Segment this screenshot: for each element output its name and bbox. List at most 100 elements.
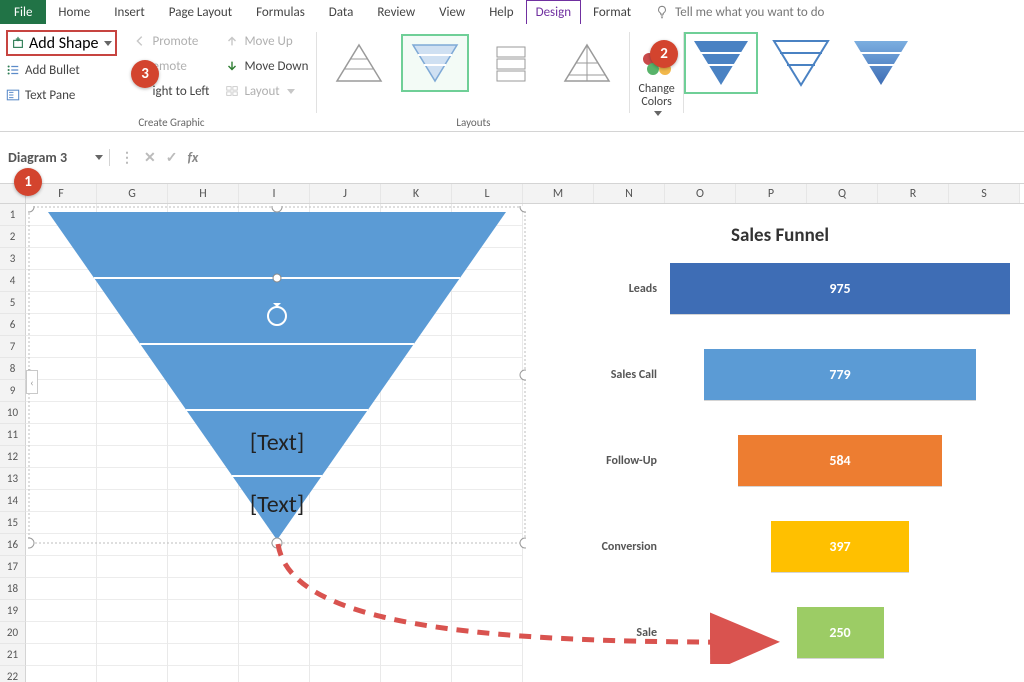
funnel-row-conversion: Conversion397 <box>545 519 1015 575</box>
col-header-P[interactable]: P <box>736 184 807 203</box>
row-header-22[interactable]: 22 <box>0 666 26 682</box>
col-header-M[interactable]: M <box>523 184 594 203</box>
row-header-7[interactable]: 7 <box>0 336 26 358</box>
add-bullet-button[interactable]: Add Bullet <box>6 59 117 81</box>
col-header-L[interactable]: L <box>452 184 523 203</box>
arrow-down-icon <box>225 59 239 73</box>
tab-view[interactable]: View <box>427 0 477 24</box>
smartart-styles-gallery <box>684 28 918 131</box>
col-header-N[interactable]: N <box>594 184 665 203</box>
arrow-up-icon <box>225 34 239 48</box>
funnel-bar: 584 <box>738 435 942 487</box>
tab-formulas[interactable]: Formulas <box>244 0 317 24</box>
row-header-5[interactable]: 5 <box>0 292 26 314</box>
row-header-8[interactable]: 8 <box>0 358 26 380</box>
lightbulb-icon <box>655 5 669 19</box>
funnel-label: Leads <box>545 282 665 296</box>
style-option-2[interactable] <box>764 32 838 94</box>
col-header-G[interactable]: G <box>97 184 168 203</box>
row-header-18[interactable]: 18 <box>0 578 26 600</box>
change-colors-label: Change Colors <box>638 83 674 109</box>
row-headers: 12345678910111213141516171819202122 <box>0 204 26 682</box>
style-option-3[interactable] <box>844 32 918 94</box>
layout-option-2[interactable] <box>401 34 469 92</box>
step-badge-3: 3 <box>131 60 159 88</box>
col-header-S[interactable]: S <box>949 184 1020 203</box>
row-header-10[interactable]: 10 <box>0 402 26 424</box>
style-option-1[interactable] <box>684 32 758 94</box>
layout-button: Layout <box>225 80 308 102</box>
tab-file[interactable]: File <box>0 0 46 24</box>
row-header-16[interactable]: 16 <box>0 534 26 556</box>
promote-label: Promote <box>152 34 198 49</box>
col-header-O[interactable]: O <box>665 184 736 203</box>
text-pane-icon <box>6 88 20 102</box>
funnel-row-sale: Sale250 <box>545 605 1015 661</box>
funnel-label: Follow-Up <box>545 454 665 468</box>
smartart-placeholder-2[interactable]: [Text] <box>250 490 304 519</box>
promote-button: Promote <box>133 30 209 52</box>
layout-option-1[interactable] <box>325 34 393 92</box>
row-header-12[interactable]: 12 <box>0 446 26 468</box>
row-header-11[interactable]: 11 <box>0 424 26 446</box>
chart-title: Sales Funnel <box>545 224 1015 247</box>
rtl-label: ight to Left <box>152 84 209 99</box>
cancel-icon: ✕ <box>144 149 156 166</box>
tell-me-label: Tell me what you want to do <box>675 5 824 20</box>
tab-help[interactable]: Help <box>477 0 525 24</box>
move-up-label: Move Up <box>244 34 292 49</box>
row-header-6[interactable]: 6 <box>0 314 26 336</box>
col-header-H[interactable]: H <box>168 184 239 203</box>
chevron-down-icon <box>95 155 103 160</box>
layout-option-4[interactable] <box>553 34 621 92</box>
col-header-R[interactable]: R <box>878 184 949 203</box>
name-box-value: Diagram 3 <box>8 149 67 166</box>
row-header-15[interactable]: 15 <box>0 512 26 534</box>
group-label-create-graphic: Create Graphic <box>133 114 209 129</box>
layout-option-3[interactable] <box>477 34 545 92</box>
row-header-17[interactable]: 17 <box>0 556 26 578</box>
add-shape-button[interactable]: Add Shape <box>6 30 117 56</box>
funnel-bar: 250 <box>797 607 884 659</box>
row-header-9[interactable]: 9 <box>0 380 26 402</box>
row-header-1[interactable]: 1 <box>0 204 26 226</box>
text-pane-toggle[interactable]: ‹ <box>26 370 38 394</box>
col-header-K[interactable]: K <box>381 184 452 203</box>
row-header-4[interactable]: 4 <box>0 270 26 292</box>
row-header-14[interactable]: 14 <box>0 490 26 512</box>
row-header-19[interactable]: 19 <box>0 600 26 622</box>
funnel-bar: 779 <box>704 349 976 401</box>
smartart-placeholder-1[interactable]: [Text] <box>250 428 304 457</box>
step-badge-2: 2 <box>650 40 678 68</box>
text-pane-label: Text Pane <box>25 88 75 103</box>
chevron-down-icon <box>287 89 295 94</box>
row-header-13[interactable]: 13 <box>0 468 26 490</box>
name-box[interactable]: Diagram 3 <box>0 149 110 166</box>
arrow-left-icon <box>133 34 147 48</box>
move-down-button[interactable]: Move Down <box>225 55 308 77</box>
tab-review[interactable]: Review <box>365 0 427 24</box>
row-header-2[interactable]: 2 <box>0 226 26 248</box>
col-header-Q[interactable]: Q <box>807 184 878 203</box>
ribbon-tabs: File HomeInsertPage LayoutFormulasDataRe… <box>0 0 1024 24</box>
tab-format[interactable]: Format <box>581 0 643 24</box>
smartart-funnel[interactable]: [Text] [Text] <box>28 206 526 550</box>
layout-label: Layout <box>244 84 279 99</box>
funnel-label: Sales Call <box>545 368 665 382</box>
tab-insert[interactable]: Insert <box>102 0 157 24</box>
row-header-20[interactable]: 20 <box>0 622 26 644</box>
col-header-I[interactable]: I <box>239 184 310 203</box>
tab-home[interactable]: Home <box>46 0 102 24</box>
tab-data[interactable]: Data <box>317 0 366 24</box>
row-header-3[interactable]: 3 <box>0 248 26 270</box>
tab-page-layout[interactable]: Page Layout <box>157 0 244 24</box>
col-header-J[interactable]: J <box>310 184 381 203</box>
row-header-21[interactable]: 21 <box>0 644 26 666</box>
dots-icon: ⋮ <box>120 149 134 166</box>
tell-me-search[interactable]: Tell me what you want to do <box>655 0 824 24</box>
formula-bar: Diagram 3 ⋮ ✕ ✓ fx <box>0 132 1024 184</box>
step-badge-1: 1 <box>14 168 42 196</box>
text-pane-button[interactable]: Text Pane <box>6 84 117 106</box>
chevron-down-icon <box>654 111 662 116</box>
tab-design[interactable]: Design <box>526 0 581 24</box>
